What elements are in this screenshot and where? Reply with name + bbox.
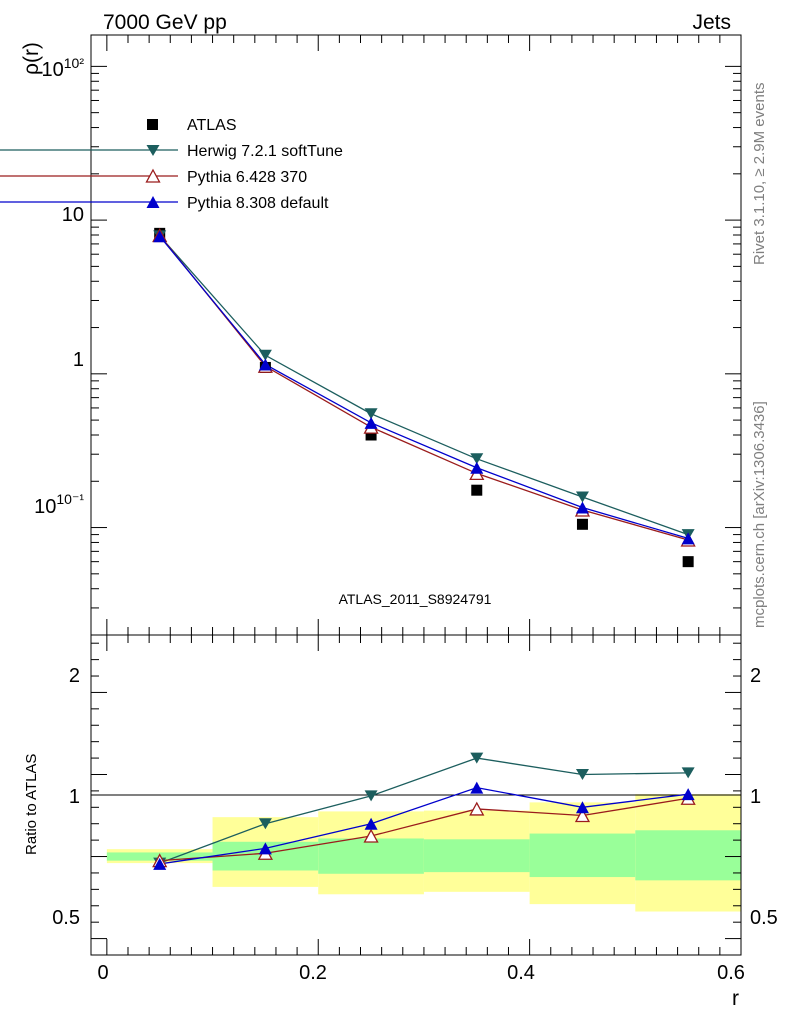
legend-marker-pythia6 [145,168,161,183]
ratio-point-s0-5 [681,767,695,779]
main-point-s3-2 [364,416,378,429]
ratio-point-s1-3 [469,801,485,816]
ratio-panel: Ratio to ATLAS 0.5 1 2 0.5 1 2 0 0.2 0.4… [23,634,778,1010]
ratio-point-s2-4 [575,801,589,814]
ratio-point-s2-1 [258,842,272,855]
main-y-axis-label: ρ(r) [20,42,43,75]
stat-band-bin-2 [318,838,424,874]
x-tick-label-0.4: 0.4 [507,962,535,984]
legend-marker-atlas [147,119,158,130]
legend: ATLAS Herwig 7.2.1 softTune Pythia 6.428… [0,117,343,212]
ratio-series-line-0 [159,757,689,864]
main-point-s1-3 [470,453,484,465]
main-axis-ticks [91,35,742,636]
header-left-title: 7000 GeV pp [103,11,227,34]
main-point-s3-1 [258,358,272,371]
ratio-y-tick-label-right-0.5: 0.5 [750,907,778,929]
ratio-y-axis-label: Ratio to ATLAS [23,754,40,855]
analysis-label: ATLAS_2011_S8924791 [339,591,492,607]
y-tick-label-100: 1010² [42,55,85,81]
ratio-y-tick-label-left-0.5: 0.5 [52,907,80,929]
main-series-line-2 [159,235,689,541]
stat-band-bin-4 [529,833,636,878]
main-point-s1-2 [364,408,378,420]
main-series-group [152,227,696,568]
ratio-y-tick-label-right-2: 2 [750,665,761,687]
ratio-point-s2-2 [364,817,378,830]
ratio-series-line-2 [159,786,689,865]
ratio-series-line-1 [159,797,689,862]
side-label-rivet: Rivet 3.1.10, ≥ 2.9M events [751,83,768,266]
ratio-point-s2-3 [470,781,484,794]
stat-band-bin-3 [423,839,530,873]
ratio-point-s0-3 [470,752,484,764]
main-point-s0-4 [576,518,588,530]
ratio-point-s0-2 [364,790,378,802]
legend-label-pythia8: Pythia 8.308 default [187,195,329,212]
x-tick-label-0.6: 0.6 [717,962,745,984]
main-point-s0-3 [471,484,483,496]
legend-marker-herwig [146,145,160,156]
ratio-series-group [152,752,696,870]
ratio-point-s0-4 [575,768,589,780]
side-label-source: mcplots.cern.ch [arXiv:1306.3436] [751,401,768,628]
x-axis-label: r [732,987,739,1010]
main-point-s3-0 [153,230,167,243]
main-point-s1-4 [575,491,589,503]
main-point-s3-5 [681,532,695,545]
legend-label-atlas: ATLAS [187,117,237,134]
main-point-s1-1 [258,349,272,361]
main-series-line-1 [159,235,689,536]
ratio-point-s1-2 [363,828,379,843]
legend-label-pythia6: Pythia 6.428 370 [187,169,307,186]
ratio-plot-frame [90,634,742,956]
legend-marker-pythia8 [146,196,160,208]
main-point-s3-3 [470,461,484,474]
stat-band-bin-5 [635,830,741,881]
y-tick-label-1: 1 [73,349,84,371]
ratio-point-s1-4 [574,808,591,823]
ratio-point-s2-0 [153,857,167,870]
main-point-s0-2 [365,429,377,441]
main-panel: ρ(r) 1010⁻¹ 1 10 1010² ATLAS_2011_S89247… [0,34,742,636]
x-tick-label-0.2: 0.2 [299,962,327,984]
ratio-uncertainty-bands [106,794,741,912]
ratio-point-s0-1 [258,818,272,830]
ratio-point-s2-5 [681,788,695,801]
ratio-y-tick-label-right-1: 1 [750,786,761,808]
ratio-y-tick-label-left-1: 1 [69,786,80,808]
y-tick-label-0.1: 1010⁻¹ [34,491,84,518]
header-right-title: Jets [692,11,731,34]
main-series-line-3 [159,235,689,540]
ratio-y-tick-label-left-2: 2 [69,665,80,687]
x-tick-label-0: 0 [97,962,108,984]
main-point-s3-4 [575,501,589,514]
main-point-s0-5 [682,556,694,568]
ratio-axis-ticks [91,635,742,956]
legend-label-herwig: Herwig 7.2.1 softTune [187,143,343,160]
y-tick-label-10: 10 [62,204,84,226]
